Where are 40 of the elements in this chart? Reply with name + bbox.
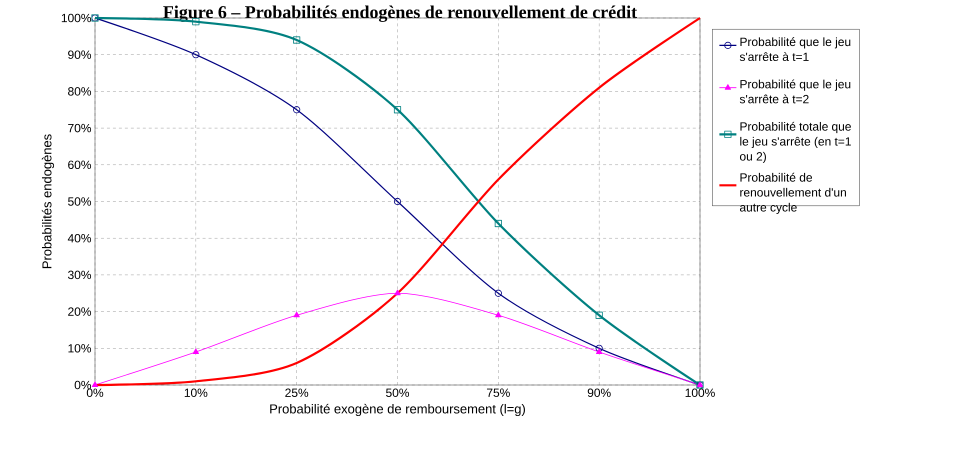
x-tick-label: 90% (588, 388, 611, 397)
y-tick-label: 30% (68, 270, 92, 280)
point (494, 220, 502, 228)
x-tick-label: 50% (386, 388, 410, 397)
y-tick-label: 70% (68, 124, 92, 132)
point (394, 106, 402, 114)
chart-title: Figure 6 – Probabilités endogènes de renouvellement de crédit (163, 6, 638, 22)
point (192, 51, 200, 58)
y-tick-label: 10% (68, 344, 92, 353)
x-tick-label: 100% (686, 388, 715, 397)
point (495, 312, 502, 318)
point (294, 312, 300, 318)
y-axis-title: Probabilités endogènes (42, 134, 54, 268)
y-tick-label: 90% (68, 50, 92, 59)
y-tick-label: 60% (68, 160, 92, 170)
point (92, 381, 98, 387)
x-tick-label: 0% (86, 388, 104, 397)
y-tick-label: 100% (62, 14, 92, 22)
legend-label: Probabilité de renouvellement d'un autre cycle (740, 172, 846, 214)
y-tick-label: 50% (68, 197, 92, 206)
point (394, 290, 401, 296)
point (293, 106, 300, 114)
legend-label: Probabilité totale que le jeu s'arrête (en t=1 ou 2) (740, 122, 851, 163)
point (596, 344, 603, 352)
point (596, 312, 603, 319)
x-tick-label: 75% (486, 388, 510, 397)
x-tick-label: 25% (285, 388, 308, 397)
y-tick-label: 40% (68, 234, 92, 242)
legend-label: Probabilité que le jeu s'arrête à t=2 (740, 80, 850, 104)
y-tick-label: 80% (68, 87, 92, 96)
x-tick-label: 10% (184, 388, 208, 397)
y-tick-label: 20% (68, 307, 92, 316)
x-axis-title: Probabilité exogène de remboursement (l=g) (270, 404, 525, 416)
point (596, 348, 602, 354)
point (394, 198, 402, 206)
point (192, 348, 199, 354)
y-tick-label: 0% (74, 380, 92, 390)
point (494, 290, 502, 297)
point (293, 36, 300, 44)
legend-label: Probabilité que le jeu s'arrête à t=1 (740, 37, 850, 62)
